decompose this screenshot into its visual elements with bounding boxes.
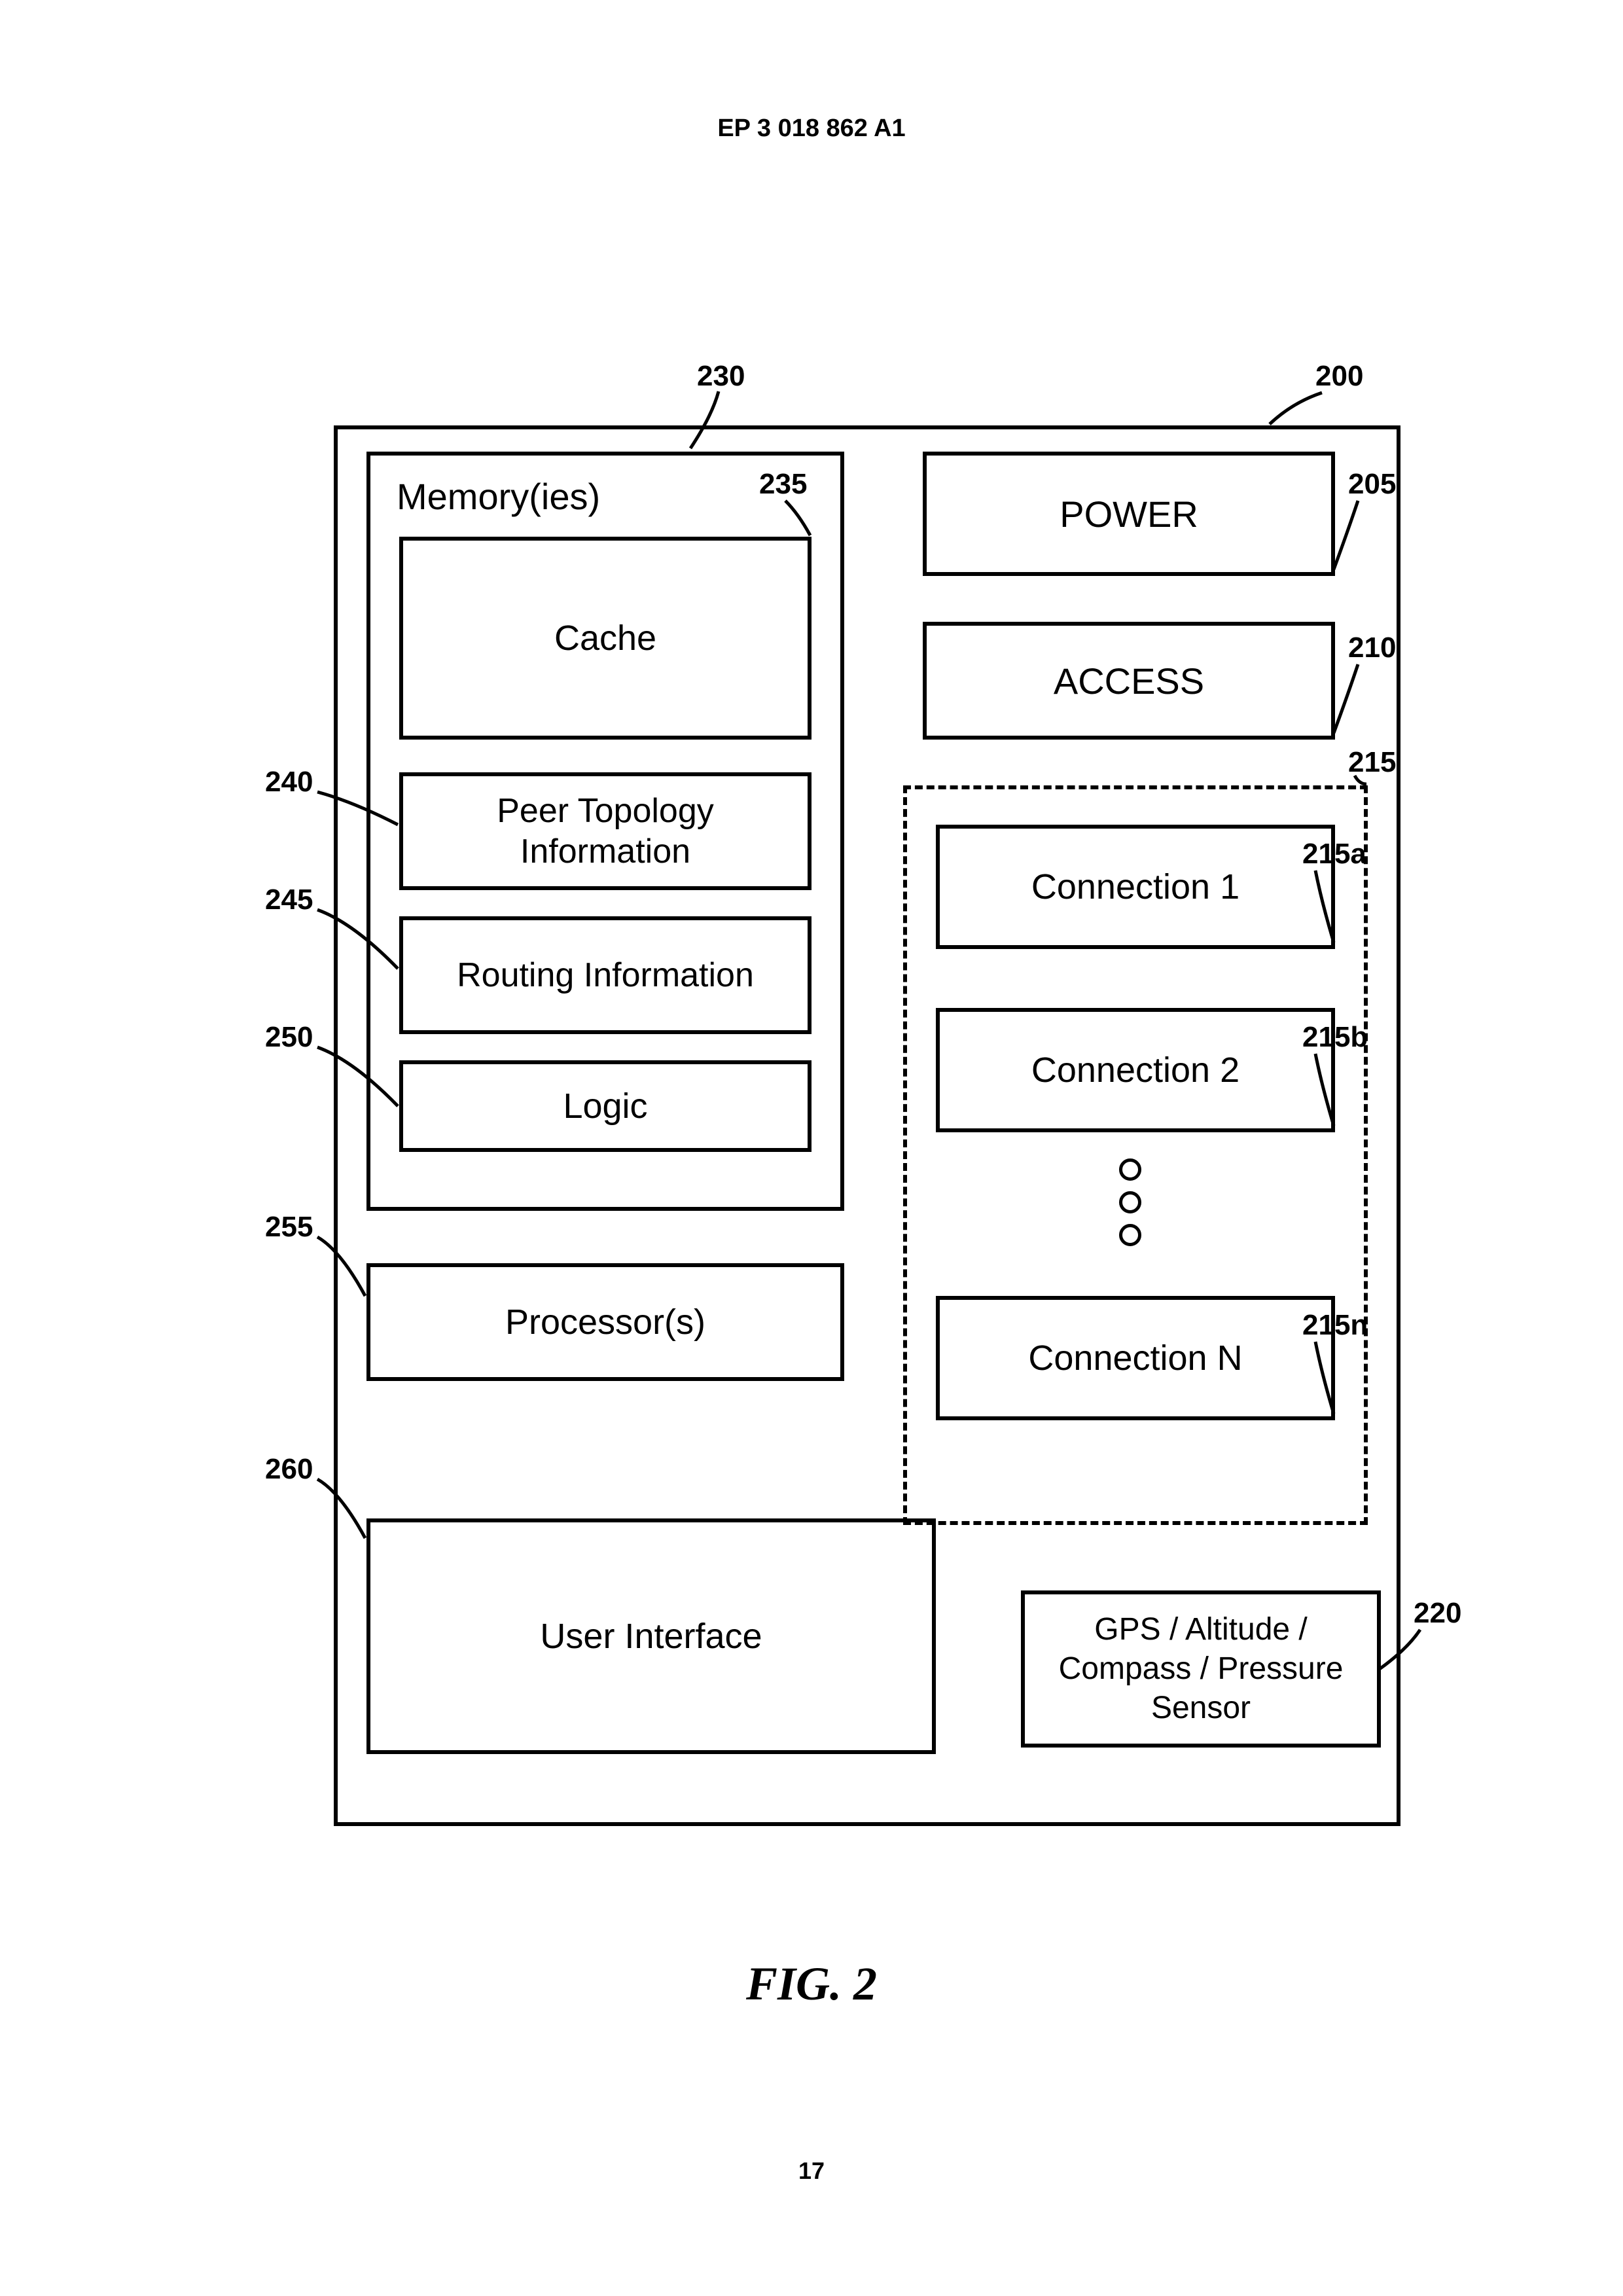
- figure-diagram: Memory(ies) Cache Peer Topology Informat…: [314, 367, 1440, 1872]
- ref-250: 250: [265, 1021, 313, 1054]
- ref-215n: 215n: [1302, 1309, 1368, 1342]
- ref-215b: 215b: [1302, 1021, 1368, 1054]
- doc-header: EP 3 018 862 A1: [0, 115, 1623, 143]
- user-interface-label: User Interface: [540, 1616, 762, 1657]
- user-interface-box: User Interface: [366, 1518, 936, 1754]
- connection-1-box: Connection 1: [936, 825, 1335, 949]
- ref-215: 215: [1348, 746, 1396, 779]
- sensor-box: GPS / Altitude / Compass / Pressure Sens…: [1021, 1590, 1381, 1748]
- page-number: 17: [0, 2157, 1623, 2185]
- access-label: ACCESS: [1054, 660, 1204, 702]
- ref-210: 210: [1348, 632, 1396, 664]
- connection-2-label: Connection 2: [1031, 1050, 1240, 1090]
- ref-220: 220: [1414, 1597, 1461, 1630]
- ref-245: 245: [265, 884, 313, 916]
- ellipsis-icon: [1119, 1158, 1141, 1246]
- power-label: POWER: [1060, 493, 1198, 535]
- ref-230: 230: [697, 360, 745, 393]
- memory-title: Memory(ies): [397, 475, 600, 518]
- cache-box: Cache: [399, 537, 812, 740]
- figure-caption: FIG. 2: [0, 1957, 1623, 2011]
- ref-235: 235: [759, 468, 807, 501]
- processor-label: Processor(s): [505, 1302, 705, 1342]
- connection-n-label: Connection N: [1028, 1338, 1242, 1378]
- routing-label: Routing Information: [457, 955, 754, 996]
- ref-240: 240: [265, 766, 313, 798]
- cache-label: Cache: [554, 618, 656, 658]
- logic-box: Logic: [399, 1060, 812, 1152]
- connection-1-label: Connection 1: [1031, 867, 1240, 907]
- routing-box: Routing Information: [399, 916, 812, 1034]
- peer-topology-box: Peer Topology Information: [399, 772, 812, 890]
- ref-215a: 215a: [1302, 838, 1366, 870]
- connection-2-box: Connection 2: [936, 1008, 1335, 1132]
- ref-200: 200: [1315, 360, 1363, 393]
- ref-255: 255: [265, 1211, 313, 1244]
- peer-topology-label: Peer Topology Information: [410, 791, 801, 872]
- connection-n-box: Connection N: [936, 1296, 1335, 1420]
- logic-label: Logic: [563, 1086, 647, 1126]
- power-box: POWER: [923, 452, 1335, 576]
- sensor-label: GPS / Altitude / Compass / Pressure Sens…: [1031, 1610, 1370, 1728]
- access-box: ACCESS: [923, 622, 1335, 740]
- ref-260: 260: [265, 1453, 313, 1486]
- ref-205: 205: [1348, 468, 1396, 501]
- processor-box: Processor(s): [366, 1263, 844, 1381]
